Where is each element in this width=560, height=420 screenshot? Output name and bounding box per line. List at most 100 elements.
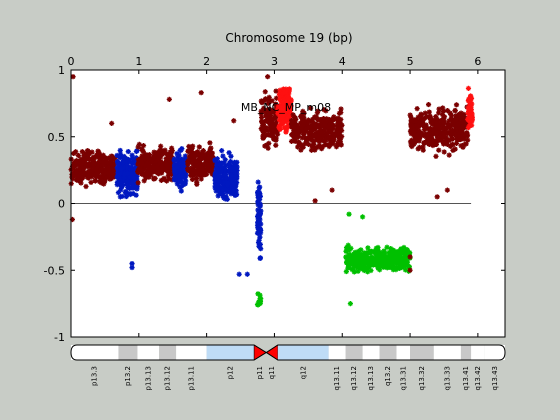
data-point (334, 123, 340, 129)
data-point (467, 94, 474, 100)
data-point (397, 251, 404, 257)
data-point (174, 164, 180, 170)
y-tick-label: 0.5 (48, 131, 66, 144)
data-point (81, 158, 87, 165)
data-point (180, 159, 186, 165)
data-point (69, 171, 75, 177)
data-point (388, 245, 394, 252)
data-point (277, 87, 283, 93)
data-point (358, 247, 364, 253)
data-point (355, 268, 361, 274)
data-point (218, 160, 225, 166)
data-point (374, 262, 380, 268)
data-point (430, 141, 436, 147)
data-point (86, 163, 92, 169)
data-point (254, 301, 261, 308)
data-point (154, 157, 160, 163)
data-point (450, 147, 456, 153)
data-point (219, 184, 225, 191)
data-point (343, 245, 350, 251)
data-point (402, 254, 408, 261)
data-point (359, 214, 366, 220)
data-point (196, 144, 202, 150)
data-point (141, 178, 147, 184)
data-point (102, 159, 108, 165)
data-point (115, 161, 121, 167)
data-point (173, 168, 179, 175)
data-point (117, 147, 123, 154)
data-point (316, 134, 322, 140)
data-point (436, 106, 442, 112)
data-point (277, 109, 283, 115)
data-point (431, 138, 437, 144)
data-point (289, 120, 295, 127)
data-point (444, 129, 450, 136)
data-point (180, 174, 187, 180)
data-point (206, 149, 213, 155)
data-point (378, 258, 384, 264)
data-point (156, 155, 162, 161)
data-point (402, 262, 409, 268)
data-point (458, 126, 464, 132)
data-point (330, 126, 336, 132)
data-point (388, 259, 394, 265)
data-point (82, 172, 88, 178)
data-point (87, 161, 93, 167)
data-point (461, 136, 467, 142)
data-point (79, 161, 85, 168)
data-point (369, 255, 375, 261)
data-point (385, 260, 391, 266)
data-point (169, 157, 175, 163)
data-point (328, 129, 334, 135)
data-point (399, 262, 405, 268)
ideogram-band (176, 345, 207, 360)
data-point (258, 108, 264, 114)
data-point (440, 121, 446, 127)
data-point (415, 146, 421, 152)
data-point (448, 128, 454, 134)
data-point (255, 207, 261, 213)
band-label: q13.31 (399, 366, 407, 390)
data-point (394, 258, 401, 264)
data-point (230, 187, 237, 194)
data-point (313, 114, 320, 120)
data-point (263, 113, 269, 119)
data-point (130, 174, 137, 181)
data-point (129, 152, 135, 158)
data-point (207, 146, 213, 152)
data-point (162, 161, 169, 167)
data-point (320, 138, 327, 144)
data-point (133, 155, 139, 161)
data-point (271, 136, 277, 142)
data-point (453, 113, 459, 119)
data-point (177, 178, 183, 184)
data-point (152, 165, 158, 171)
data-point (300, 120, 307, 126)
data-point (105, 162, 111, 168)
data-point (423, 131, 429, 138)
data-point (204, 162, 210, 168)
data-point (212, 175, 219, 181)
data-point (427, 114, 433, 120)
data-point (186, 153, 192, 159)
data-point (453, 140, 460, 146)
data-point (97, 168, 103, 174)
data-point (229, 167, 235, 173)
data-point (71, 163, 77, 169)
data-point (433, 153, 439, 159)
data-point (104, 155, 110, 162)
data-point (228, 191, 234, 197)
data-point (299, 142, 305, 148)
data-point (323, 108, 329, 114)
data-point (381, 248, 387, 254)
data-point (424, 114, 430, 120)
data-point (307, 123, 314, 129)
data-point (339, 128, 345, 134)
data-point (99, 173, 105, 179)
data-point (289, 124, 295, 130)
data-point (223, 175, 230, 181)
data-point (123, 168, 130, 174)
data-point (319, 133, 326, 139)
data-point (152, 156, 158, 162)
data-point (236, 271, 242, 277)
